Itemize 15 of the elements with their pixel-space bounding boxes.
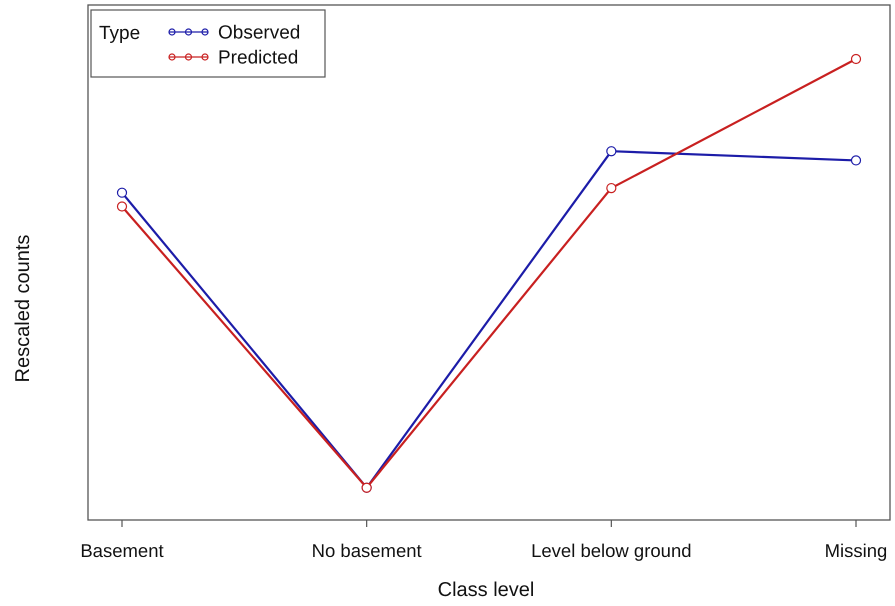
point [850,155,862,166]
legend-title: Type [99,23,140,44]
point [606,146,616,156]
x-tick-label: No basement [312,540,422,561]
point [606,182,616,194]
legend-label: Predicted [218,48,298,69]
x-axis-title: Class level [438,579,534,601]
legend-label: Observed [218,22,300,44]
x-tick-label: Level below ground [531,540,692,561]
x-tick-label: Missing [824,540,888,561]
x-tick-label: Basement [80,540,164,561]
y-axis-title: Rescaled counts [12,234,34,382]
point [116,201,128,212]
point [116,188,128,198]
point [850,54,862,64]
